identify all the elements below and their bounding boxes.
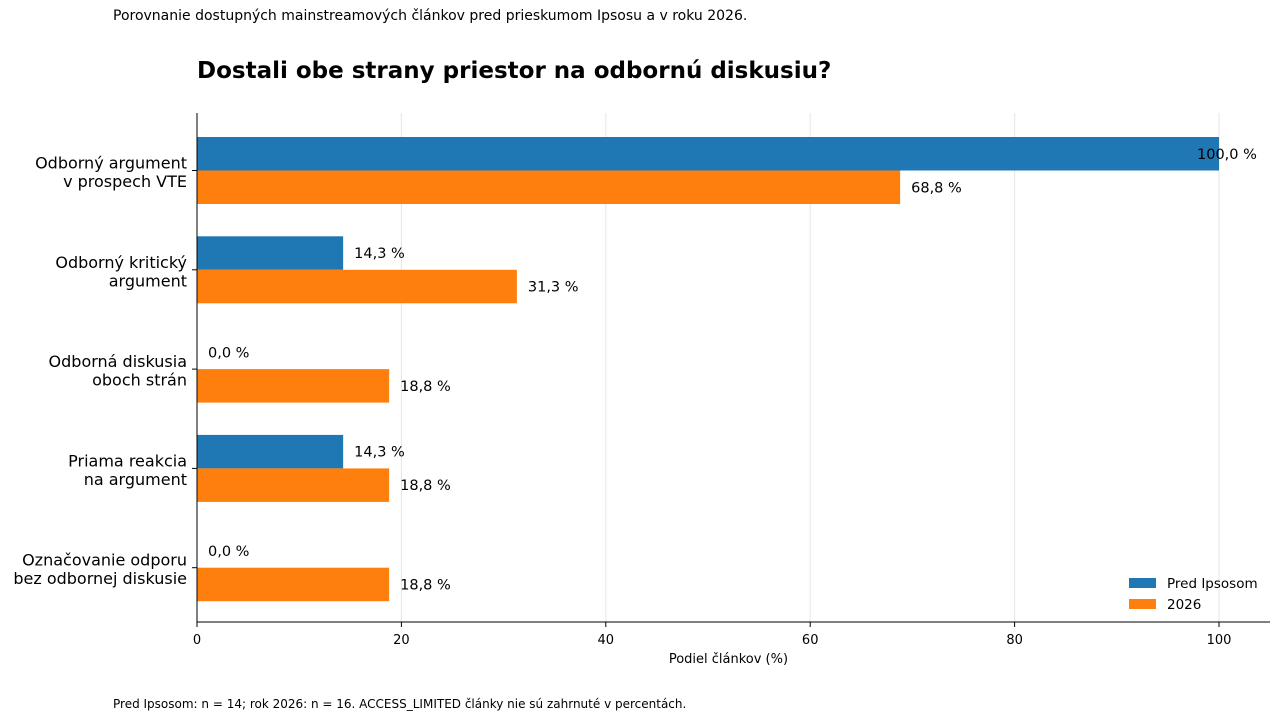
x-tick-label: 40	[598, 633, 615, 648]
data-label: 18,8 %	[400, 577, 451, 593]
data-label: 68,8 %	[911, 180, 962, 196]
data-label: 18,8 %	[400, 379, 451, 395]
data-label: 18,8 %	[400, 478, 451, 494]
data-label: 14,3 %	[354, 445, 405, 461]
x-tick-label: 0	[193, 633, 201, 648]
chart-subtitle: Porovnanie dostupných mainstreamových čl…	[113, 8, 748, 24]
x-tick-label: 80	[1006, 633, 1023, 648]
x-tick-label: 20	[393, 633, 410, 648]
legend-swatch-2026	[1129, 599, 1156, 609]
data-label: 100,0 %	[1197, 147, 1257, 163]
x-tick-label: 60	[802, 633, 819, 648]
x-tick-label: 100	[1207, 633, 1232, 648]
data-label: 14,3 %	[354, 246, 405, 262]
bar-2026	[197, 269, 517, 304]
category-label: Odborný kritický argument	[55, 253, 187, 291]
bar-2026	[197, 567, 390, 602]
legend-swatch-pred-ipsosom	[1129, 578, 1156, 588]
category-label: Označovanie odporu bez odbornej diskusie	[13, 551, 187, 589]
chart-footnote: Pred Ipsosom: n = 14; rok 2026: n = 16. …	[113, 697, 687, 711]
category-label: Odborný argument v prospech VTE	[35, 154, 187, 192]
data-label: 0,0 %	[208, 544, 249, 560]
bar-pred-ipsosom	[197, 137, 1219, 171]
data-label: 0,0 %	[208, 345, 249, 361]
category-label: Odborná diskusia oboch strán	[49, 352, 187, 390]
bar-pred-ipsosom	[197, 434, 344, 469]
bar-2026	[197, 468, 390, 502]
x-axis-label: Podiel článkov (%)	[669, 652, 788, 667]
data-label: 31,3 %	[528, 280, 579, 296]
legend-label: 2026	[1167, 597, 1201, 613]
category-label: Priama reakcia na argument	[68, 451, 187, 489]
chart-title: Dostali obe strany priestor na odbornú d…	[197, 58, 832, 84]
legend-label: Pred Ipsosom	[1167, 576, 1258, 592]
bar-pred-ipsosom	[197, 236, 344, 270]
bar-2026	[197, 369, 390, 403]
bar-2026	[197, 170, 901, 204]
